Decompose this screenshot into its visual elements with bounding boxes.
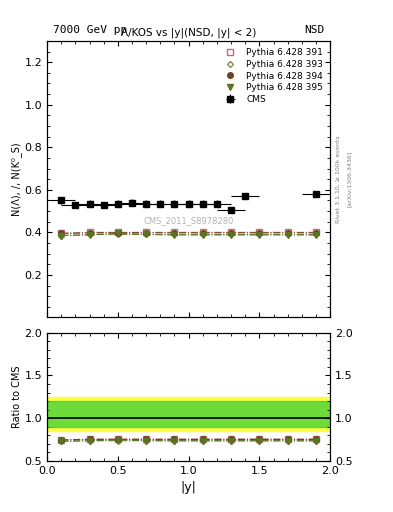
Pythia 6.428 395 xyxy=(314,232,318,238)
Pythia 6.428 395 xyxy=(257,232,262,238)
Pythia 6.428 394 xyxy=(200,230,205,236)
Pythia 6.428 391 xyxy=(314,229,318,236)
Pythia 6.428 391 xyxy=(229,229,233,236)
Pythia 6.428 394 xyxy=(87,230,92,236)
Line: Pythia 6.428 391: Pythia 6.428 391 xyxy=(59,229,319,236)
Text: [arXiv:1306.3436]: [arXiv:1306.3436] xyxy=(347,151,352,207)
Legend: Pythia 6.428 391, Pythia 6.428 393, Pythia 6.428 394, Pythia 6.428 395, CMS: Pythia 6.428 391, Pythia 6.428 393, Pyth… xyxy=(216,46,326,106)
Pythia 6.428 394 xyxy=(229,230,233,236)
Pythia 6.428 393 xyxy=(257,231,262,238)
Pythia 6.428 394 xyxy=(285,230,290,236)
Pythia 6.428 395 xyxy=(172,232,177,238)
Pythia 6.428 393 xyxy=(59,232,64,239)
Pythia 6.428 395 xyxy=(200,232,205,238)
Pythia 6.428 395 xyxy=(285,232,290,238)
Line: Pythia 6.428 393: Pythia 6.428 393 xyxy=(59,232,318,238)
Text: Rivet 3.1.10, ≥ 100k events: Rivet 3.1.10, ≥ 100k events xyxy=(336,135,340,223)
Pythia 6.428 394 xyxy=(172,230,177,236)
Pythia 6.428 393 xyxy=(229,231,233,238)
Pythia 6.428 391 xyxy=(87,229,92,236)
Pythia 6.428 393 xyxy=(200,231,205,238)
Pythia 6.428 394 xyxy=(144,230,149,236)
Pythia 6.428 391 xyxy=(200,229,205,236)
Pythia 6.428 391 xyxy=(257,229,262,236)
Pythia 6.428 391 xyxy=(59,230,64,237)
Y-axis label: Ratio to CMS: Ratio to CMS xyxy=(12,366,22,428)
Pythia 6.428 394 xyxy=(116,230,120,236)
Pythia 6.428 395 xyxy=(229,232,233,238)
Bar xyxy=(47,397,330,431)
Pythia 6.428 393 xyxy=(87,231,92,238)
Bar xyxy=(47,401,330,426)
Pythia 6.428 391 xyxy=(116,229,120,236)
Pythia 6.428 394 xyxy=(257,230,262,236)
Pythia 6.428 395 xyxy=(87,232,92,238)
Pythia 6.428 395 xyxy=(116,230,120,237)
Pythia 6.428 395 xyxy=(144,231,149,238)
Text: 7000 GeV pp: 7000 GeV pp xyxy=(53,26,127,35)
Pythia 6.428 393 xyxy=(144,231,149,238)
Pythia 6.428 391 xyxy=(285,229,290,236)
Pythia 6.428 393 xyxy=(285,231,290,238)
Pythia 6.428 394 xyxy=(314,230,318,236)
Pythia 6.428 393 xyxy=(314,231,318,238)
Text: NSD: NSD xyxy=(304,26,325,35)
Y-axis label: N(Λ), /, N(K⁰_S): N(Λ), /, N(K⁰_S) xyxy=(11,142,22,216)
Line: Pythia 6.428 395: Pythia 6.428 395 xyxy=(59,230,319,239)
Pythia 6.428 393 xyxy=(172,231,177,238)
Pythia 6.428 391 xyxy=(172,229,177,236)
Pythia 6.428 395 xyxy=(59,232,64,239)
Line: Pythia 6.428 394: Pythia 6.428 394 xyxy=(59,230,319,236)
Pythia 6.428 393 xyxy=(116,231,120,238)
X-axis label: |y|: |y| xyxy=(181,481,196,494)
Pythia 6.428 391 xyxy=(144,229,149,236)
Pythia 6.428 394 xyxy=(59,230,64,237)
Text: CMS_2011_S8978280: CMS_2011_S8978280 xyxy=(143,216,234,225)
Title: Λ/KOS vs |y|(NSD, |y| < 2): Λ/KOS vs |y|(NSD, |y| < 2) xyxy=(121,28,256,38)
